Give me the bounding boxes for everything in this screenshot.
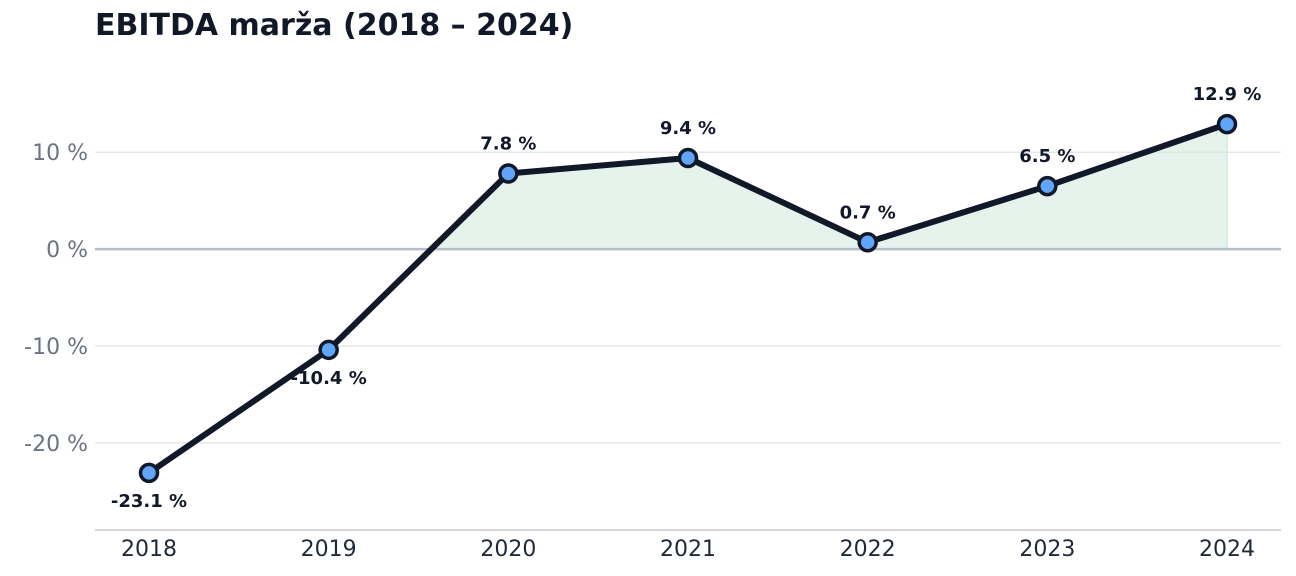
data-label: 9.4 % [660,118,716,139]
data-label: 7.8 % [480,134,536,155]
y-tick-label: -20 % [24,432,88,457]
data-point [1216,113,1238,135]
data-label: 0.7 % [840,202,896,223]
data-point [1037,175,1058,197]
data-label: 12.9 % [1193,84,1262,105]
x-axis-ticks: 2018 2019 2020 2021 2022 2023 2024 [121,537,1255,562]
data-label: -10.4 % [291,368,367,389]
x-tick-label: 2018 [121,537,177,562]
chart-title: EBITDA marža (2018 – 2024) [95,8,574,43]
y-tick-label: 10 % [32,141,88,166]
data-point [498,163,519,184]
data-point [857,232,878,253]
data-point [318,339,339,361]
x-tick-label: 2020 [480,537,536,562]
y-axis-ticks: -20 % -10 % 0 % 10 % [24,141,88,457]
positive-area-fill [431,124,1227,250]
x-tick-label: 2022 [840,537,896,562]
x-tick-label: 2021 [660,537,716,562]
y-tick-label: -10 % [24,335,88,360]
axes [95,247,1281,531]
x-tick-label: 2019 [301,537,357,562]
data-label: 6.5 % [1019,146,1075,167]
x-tick-label: 2023 [1019,537,1075,562]
positive-area [431,124,1228,250]
data-point [677,147,699,169]
data-points [138,113,1238,484]
x-tick-label: 2024 [1199,537,1255,562]
data-labels: -23.1 % -10.4 % 7.8 % 9.4 % 0.7 % 6.5 % 12.9 % [111,84,1261,512]
data-point [138,462,160,484]
data-label: -23.1 % [111,491,187,512]
y-tick-label: 0 % [46,238,88,263]
